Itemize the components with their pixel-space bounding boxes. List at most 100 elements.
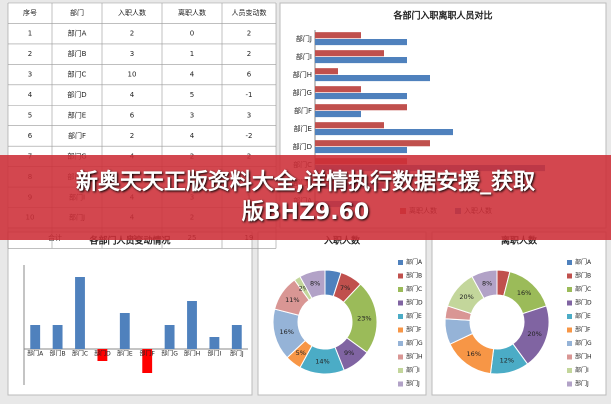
bar — [315, 50, 384, 57]
legend-swatch — [567, 381, 572, 387]
legend-label: 部门J — [406, 380, 420, 388]
legend-swatch — [567, 287, 572, 292]
bar — [315, 86, 361, 93]
bar — [315, 93, 407, 100]
legend-swatch — [398, 300, 403, 306]
table-cell: 3 — [130, 50, 134, 58]
legend-label: 部门B — [406, 272, 422, 280]
legend-label: 部门B — [575, 272, 591, 280]
legend-swatch — [567, 260, 572, 265]
bar — [30, 325, 41, 349]
y-tick-label: 部门I — [296, 52, 312, 61]
table-cell: 2 — [247, 30, 251, 38]
y-tick-label: 部门E — [294, 124, 312, 133]
panel — [7, 231, 253, 396]
legend-swatch — [567, 368, 572, 373]
table-cell: 4 — [130, 91, 135, 99]
x-tick-label: 部门C — [72, 350, 88, 358]
data-label: 16% — [467, 350, 481, 358]
table-header: 人员变动数 — [232, 8, 267, 17]
table-cell: 部门A — [68, 29, 87, 38]
legend-swatch — [398, 260, 403, 265]
table-header: 部门 — [70, 8, 84, 17]
table-header: 序号 — [23, 8, 37, 17]
table-cell: 6 — [247, 71, 252, 79]
legend-label: 部门E — [406, 312, 422, 320]
data-label: 14% — [315, 357, 329, 365]
data-label: 8% — [310, 280, 320, 288]
x-tick-label: 部门A — [27, 350, 44, 358]
legend-swatch — [567, 300, 572, 306]
bar — [315, 111, 361, 118]
legend-label: 部门D — [575, 299, 592, 307]
banner-text: 新奥天天正版资料大全,详情执行数据安援_获取版BHZ9.60 — [75, 169, 536, 225]
y-tick-label: 部门J — [296, 34, 312, 43]
table-cell: 1 — [190, 50, 194, 58]
table-cell: 6 — [130, 111, 135, 119]
bar — [187, 301, 197, 349]
bar — [75, 277, 85, 349]
bar — [97, 349, 108, 361]
data-label: 2% — [299, 285, 309, 293]
x-tick-label: 部门B — [50, 350, 66, 358]
table-cell: 1 — [28, 30, 32, 38]
table-cell: 4 — [190, 132, 195, 140]
bar — [119, 313, 130, 349]
legend-label: 部门I — [406, 366, 420, 374]
data-label: 16% — [280, 328, 294, 336]
legend-swatch — [567, 354, 572, 360]
legend-swatch — [398, 273, 403, 279]
table-cell: 部门E — [68, 110, 86, 119]
x-tick-label: 部门H — [184, 350, 201, 358]
x-tick-label: 部门I — [208, 350, 222, 358]
y-tick-label: 部门G — [293, 88, 312, 97]
table-cell: 5 — [28, 111, 32, 119]
table-cell: 3 — [247, 111, 251, 119]
legend-swatch — [567, 273, 572, 279]
data-label: 16% — [517, 289, 531, 297]
legend-swatch — [398, 327, 403, 333]
table-cell: 2 — [28, 50, 32, 58]
bar — [315, 68, 338, 75]
table-cell: 3 — [190, 111, 194, 119]
legend-label: 部门G — [406, 339, 423, 347]
data-label: 11% — [285, 296, 299, 304]
y-tick-label: 部门H — [293, 70, 312, 79]
bar — [231, 325, 242, 349]
table-cell: 2 — [247, 50, 251, 58]
table-cell: 4 — [28, 91, 33, 99]
data-label: 8% — [482, 280, 492, 288]
legend-swatch — [567, 327, 572, 333]
legend-label: 部门C — [575, 285, 591, 293]
legend-label: 部门F — [406, 326, 422, 334]
x-tick-label: 部门D — [94, 350, 111, 358]
data-label: 20% — [459, 293, 473, 301]
bar — [142, 349, 153, 373]
legend-swatch — [398, 368, 403, 373]
x-tick-label: 部门E — [117, 350, 133, 358]
data-label: 12% — [500, 356, 514, 364]
table-cell: 3 — [28, 71, 32, 79]
legend-swatch — [398, 354, 403, 360]
legend-label: 部门H — [406, 353, 423, 361]
y-tick-label: 部门D — [293, 142, 312, 151]
table-cell: -1 — [246, 91, 253, 99]
legend-label: 部门H — [575, 353, 592, 361]
slice — [299, 269, 326, 300]
legend-label: 部门I — [575, 366, 589, 374]
table-cell: 0 — [190, 30, 194, 38]
bar — [315, 32, 361, 39]
legend-label: 部门A — [406, 258, 423, 266]
table-cell: 部门B — [68, 49, 87, 58]
data-label: 20% — [527, 330, 541, 338]
table-cell: 部门D — [67, 90, 86, 99]
chart-title: 各部门入职离职人员对比 — [392, 10, 492, 22]
legend-label: 部门E — [575, 312, 591, 320]
bar — [315, 104, 407, 111]
legend-label: 部门G — [575, 339, 592, 347]
table-cell: 4 — [190, 71, 195, 79]
table-header: 离职人数 — [178, 8, 206, 17]
bar — [315, 147, 407, 154]
